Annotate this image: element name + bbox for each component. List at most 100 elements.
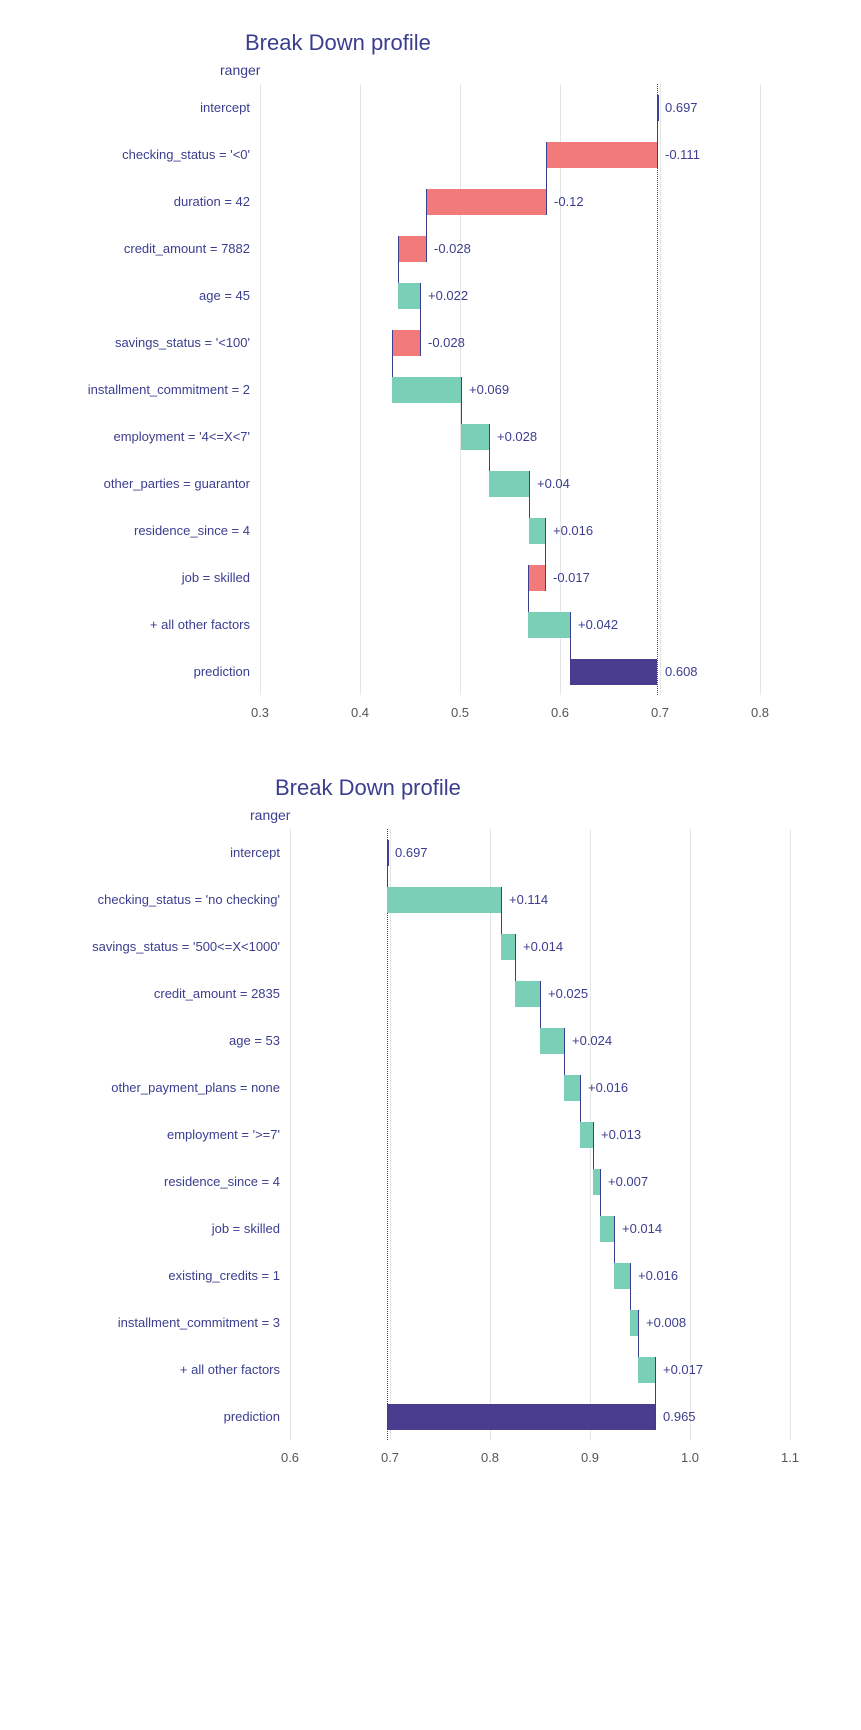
reference-line — [387, 829, 388, 1440]
contribution-bar — [398, 283, 420, 309]
x-tick-label: 0.8 — [481, 1450, 499, 1465]
contribution-bar — [398, 236, 426, 262]
value-label: +0.025 — [548, 986, 588, 1001]
value-label: +0.069 — [469, 382, 509, 397]
x-tick-label: 0.6 — [281, 1450, 299, 1465]
value-label: +0.024 — [572, 1033, 612, 1048]
value-label: -0.111 — [665, 147, 700, 162]
gridline — [290, 829, 291, 1440]
row-label: intercept — [230, 845, 290, 860]
contribution-bar — [515, 981, 540, 1007]
gridline — [560, 84, 561, 695]
row-label: residence_since = 4 — [164, 1174, 290, 1189]
row-label: job = skilled — [212, 1221, 290, 1236]
row-label: + all other factors — [180, 1362, 290, 1377]
value-label: +0.016 — [638, 1268, 678, 1283]
row-label: intercept — [200, 100, 260, 115]
contribution-bar — [570, 659, 657, 685]
x-axis: 0.60.70.80.91.01.1 — [290, 1450, 790, 1480]
connector-line — [546, 142, 547, 215]
contribution-bar — [540, 1028, 564, 1054]
value-label: +0.114 — [509, 892, 548, 907]
gridline — [390, 829, 391, 1440]
x-tick-label: 0.6 — [551, 705, 569, 720]
row-label: employment = '>=7' — [167, 1127, 290, 1142]
contribution-bar — [600, 1216, 614, 1242]
row-label: + all other factors — [150, 617, 260, 632]
row-label: checking_status = 'no checking' — [98, 892, 290, 907]
gridline — [490, 829, 491, 1440]
value-label: +0.007 — [608, 1174, 648, 1189]
value-label: -0.028 — [434, 241, 471, 256]
value-label: 0.608 — [665, 664, 698, 679]
value-label: +0.028 — [497, 429, 537, 444]
contribution-bar — [528, 612, 570, 638]
connector-line — [545, 518, 546, 591]
gridline — [790, 829, 791, 1440]
row-label: age = 45 — [199, 288, 260, 303]
x-tick-label: 0.7 — [651, 705, 669, 720]
contribution-bar — [392, 377, 461, 403]
value-label: +0.022 — [428, 288, 468, 303]
row-label: other_payment_plans = none — [111, 1080, 290, 1095]
row-label: savings_status = '<100' — [115, 335, 260, 350]
value-label: +0.013 — [601, 1127, 641, 1142]
plot-area: intercept0.697checking_status = '<0'-0.1… — [260, 84, 760, 695]
contribution-bar — [630, 1310, 638, 1336]
value-label: +0.016 — [588, 1080, 628, 1095]
value-label: -0.028 — [428, 335, 465, 350]
contribution-bar — [614, 1263, 630, 1289]
value-label: +0.016 — [553, 523, 593, 538]
gridline — [760, 84, 761, 695]
plot-area: intercept0.697checking_status = 'no chec… — [290, 829, 790, 1440]
contribution-bar — [564, 1075, 580, 1101]
contribution-bar — [580, 1122, 593, 1148]
contribution-bar — [593, 1169, 600, 1195]
connector-line — [655, 1357, 656, 1430]
chart-title: Break Down profile — [275, 775, 861, 801]
contribution-bar — [546, 142, 657, 168]
value-label: +0.008 — [646, 1315, 686, 1330]
contribution-bar — [489, 471, 529, 497]
connector-line — [420, 283, 421, 356]
x-tick-label: 0.5 — [451, 705, 469, 720]
value-label: +0.042 — [578, 617, 618, 632]
value-label: +0.014 — [523, 939, 563, 954]
row-label: installment_commitment = 2 — [88, 382, 260, 397]
breakdown-chart: Break Down profilerangerintercept0.697ch… — [0, 745, 861, 1490]
contribution-bar — [426, 189, 546, 215]
x-tick-label: 0.4 — [351, 705, 369, 720]
value-label: +0.017 — [663, 1362, 703, 1377]
gridline — [260, 84, 261, 695]
row-label: savings_status = '500<=X<1000' — [92, 939, 290, 954]
row-label: installment_commitment = 3 — [118, 1315, 290, 1330]
value-label: 0.697 — [395, 845, 428, 860]
chart-subtitle: ranger — [250, 807, 861, 823]
x-tick-label: 0.7 — [381, 1450, 399, 1465]
chart-subtitle: ranger — [220, 62, 861, 78]
contribution-bar — [528, 565, 545, 591]
chart-title: Break Down profile — [245, 30, 861, 56]
breakdown-chart: Break Down profile ranger intercept0.697ch… — [0, 0, 861, 745]
connector-line — [426, 189, 427, 262]
row-label: credit_amount = 7882 — [124, 241, 260, 256]
row-label: credit_amount = 2835 — [154, 986, 290, 1001]
contribution-bar — [501, 934, 515, 960]
connector-line — [657, 95, 658, 168]
x-tick-label: 1.0 — [681, 1450, 699, 1465]
value-label: +0.014 — [622, 1221, 662, 1236]
row-label: employment = '4<=X<7' — [114, 429, 261, 444]
contribution-bar — [387, 1404, 655, 1430]
row-label: age = 53 — [229, 1033, 290, 1048]
value-label: 0.697 — [665, 100, 698, 115]
contribution-bar — [529, 518, 545, 544]
value-label: -0.12 — [554, 194, 584, 209]
row-label: job = skilled — [182, 570, 260, 585]
reference-line — [657, 84, 658, 695]
contribution-bar — [392, 330, 420, 356]
contribution-bar — [638, 1357, 655, 1383]
row-label: prediction — [194, 664, 260, 679]
x-tick-label: 0.3 — [251, 705, 269, 720]
contribution-bar — [387, 887, 501, 913]
x-axis: 0.30.40.50.60.70.8 — [260, 705, 760, 735]
